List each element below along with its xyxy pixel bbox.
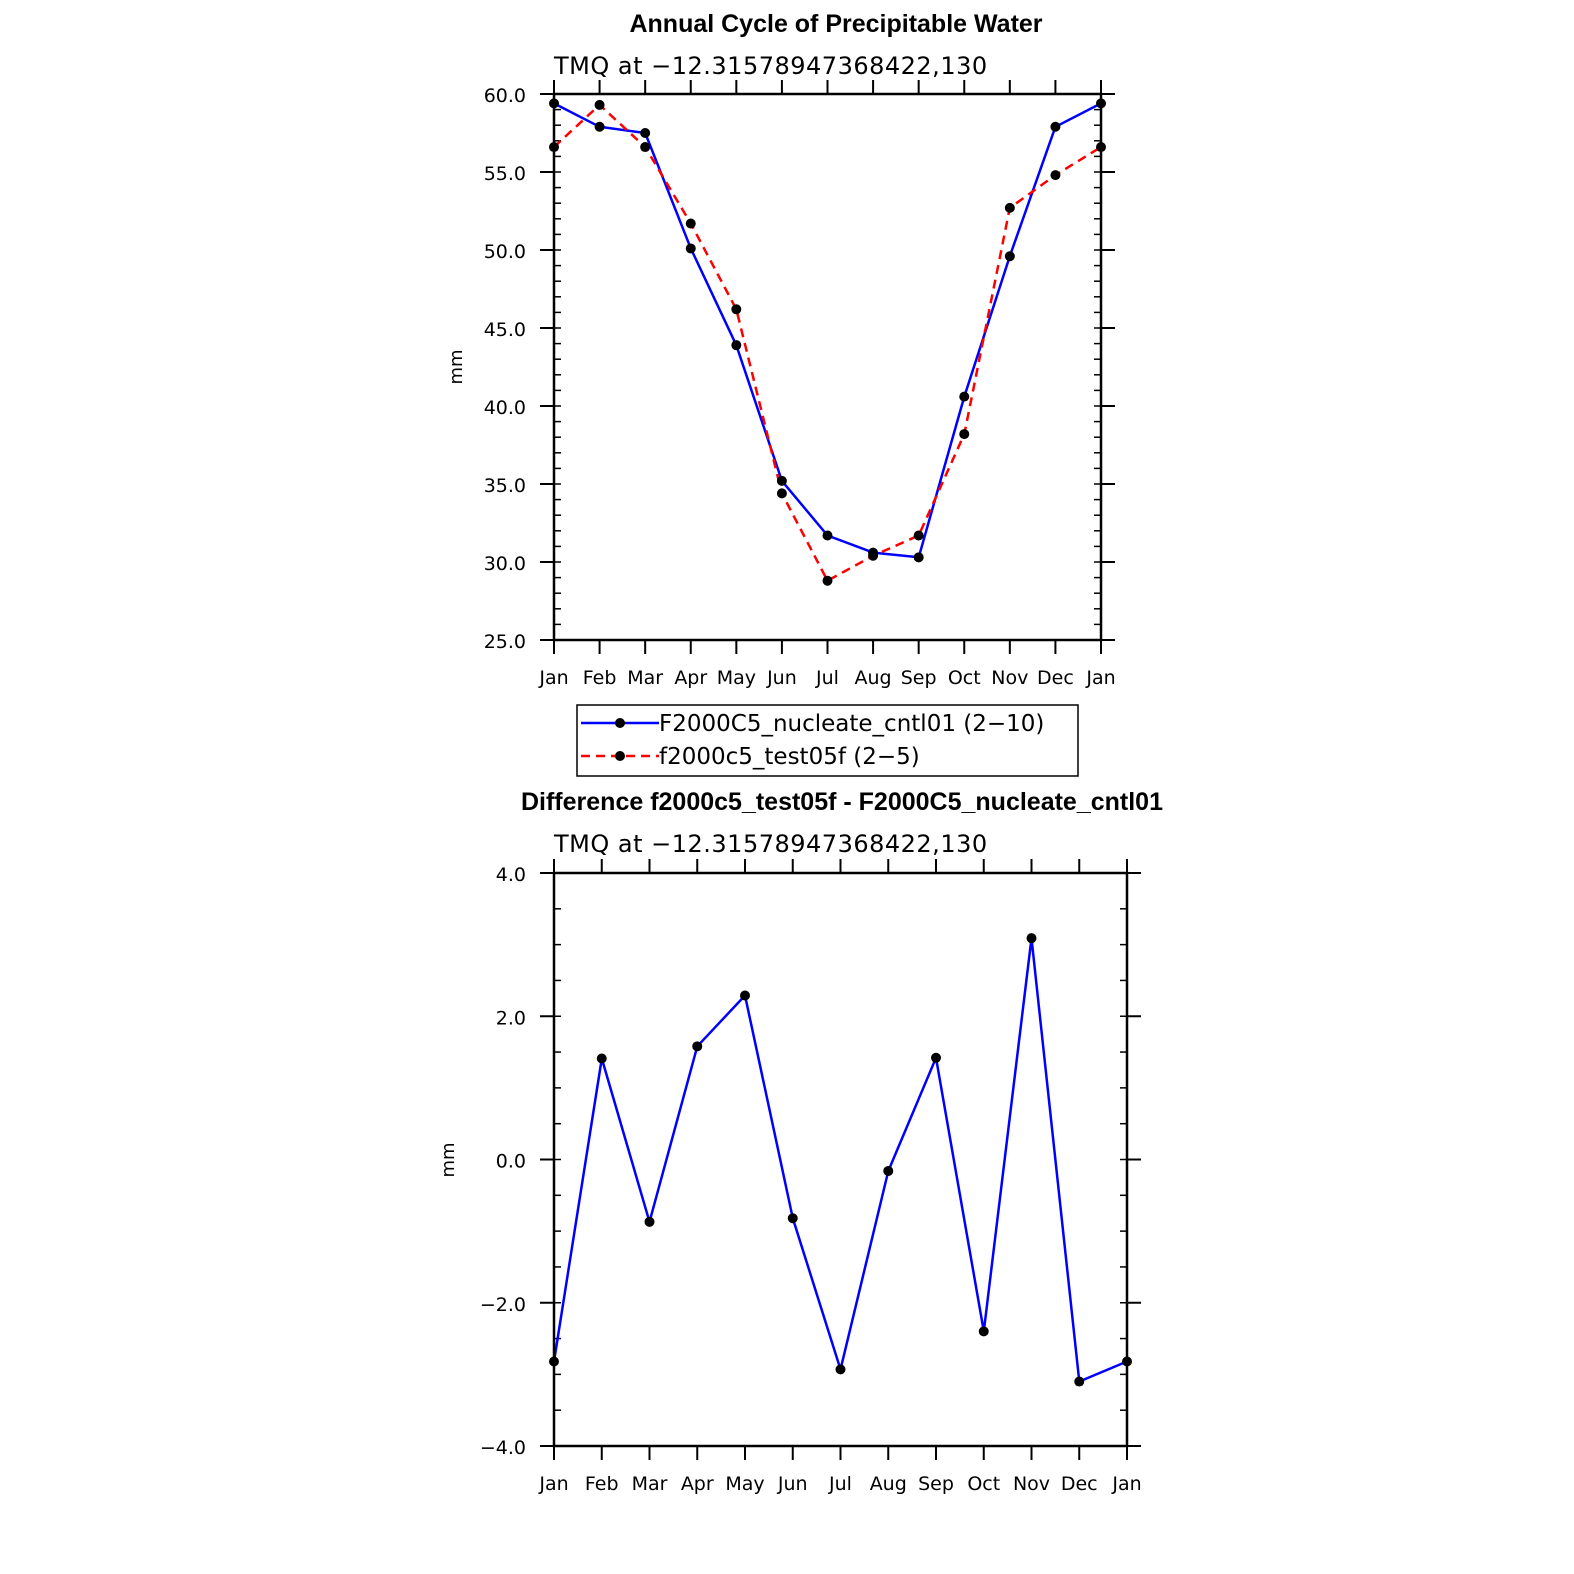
y-tick-label: −4.0 (480, 1437, 526, 1459)
x-tick-label: Aug (870, 1473, 907, 1495)
x-tick-label: Feb (585, 1473, 619, 1495)
x-tick-label: Oct (967, 1473, 1000, 1495)
legend-marker-test05f (615, 751, 625, 761)
x-tick-label: Dec (1037, 667, 1074, 689)
data-point-1-10 (1004, 202, 1015, 213)
data-point-1-6 (822, 575, 833, 586)
y-tick-label: 40.0 (484, 397, 526, 419)
y-tick-label: 55.0 (484, 163, 526, 185)
x-tick-label: Mar (632, 1473, 668, 1495)
x-tick-label: Jul (828, 1473, 852, 1495)
legend-entry-cntl01: F2000C5_nucleate_cntl01 (2−10) (659, 711, 1044, 737)
x-tick-label: Nov (1013, 1473, 1050, 1495)
data-point-0-10 (1004, 251, 1015, 262)
legend-box (576, 704, 1079, 777)
annual-cycle-chart: Annual Cycle of Precipitable Water TMQ a… (446, 10, 1116, 777)
data-point-0-8 (931, 1052, 941, 1063)
data-point-0-2 (644, 1216, 655, 1227)
x-tick-label: Jul (815, 667, 839, 689)
data-point-1-5 (776, 488, 787, 499)
x-tick-label: Jun (777, 1473, 808, 1495)
x-tick-label: Jan (538, 667, 568, 689)
y-tick-label: −2.0 (480, 1294, 526, 1316)
y-axis-label: mm (446, 349, 467, 384)
data-point-0-3 (692, 1041, 703, 1052)
legend: F2000C5_nucleate_cntl01 (2−10) f2000c5_t… (576, 704, 1079, 777)
y-tick-label: 60.0 (484, 85, 526, 107)
data-point-0-9 (959, 391, 970, 402)
x-tick-label: Jan (538, 1473, 568, 1495)
difference-chart: Difference f2000c5_test05f - F2000C5_nuc… (438, 788, 1163, 1495)
chart-subtitle: TMQ at −12.31578947368422,130 (553, 830, 988, 858)
chart-subtitle: TMQ at −12.31578947368422,130 (553, 52, 988, 80)
legend-entry-test05f: f2000c5_test05f (2−5) (659, 744, 920, 770)
x-tick-label: Jun (766, 667, 797, 689)
data-point-1-4 (731, 304, 742, 315)
y-tick-label: 25.0 (484, 631, 526, 653)
data-point-0-10 (1026, 933, 1037, 944)
data-point-1-7 (868, 550, 879, 561)
chart-title: Difference f2000c5_test05f - F2000C5_nuc… (521, 788, 1163, 816)
data-point-0-8 (913, 552, 924, 563)
x-tick-label: Jan (1111, 1473, 1141, 1495)
legend-marker-cntl01 (615, 718, 625, 728)
data-point-0-4 (740, 990, 750, 1001)
data-point-0-11 (1050, 121, 1061, 132)
series-line-1 (553, 103, 1102, 582)
data-point-0-4 (731, 340, 742, 351)
data-point-1-11 (1050, 170, 1061, 181)
plot-frame (552, 871, 1129, 1448)
x-tick-label: Jan (1085, 667, 1115, 689)
series-line-0 (553, 102, 1102, 559)
plot-frame (552, 92, 1103, 642)
y-tick-label: 45.0 (484, 319, 526, 341)
series-line-0 (552, 936, 1128, 1383)
x-tick-label: Sep (901, 667, 937, 689)
data-point-0-6 (835, 1364, 846, 1375)
y-tick-label: 2.0 (496, 1007, 526, 1029)
data-point-1-3 (685, 218, 696, 229)
y-tick-label: 0.0 (496, 1151, 526, 1173)
chart-title: Annual Cycle of Precipitable Water (629, 10, 1042, 38)
data-point-0-3 (685, 243, 696, 254)
y-tick-label: 50.0 (484, 241, 526, 263)
y-tick-label: 30.0 (484, 553, 526, 575)
x-tick-label: Sep (918, 1473, 954, 1495)
y-tick-label: 4.0 (496, 864, 526, 886)
data-point-1-8 (913, 530, 924, 541)
data-point-0-1 (596, 1053, 607, 1064)
data-point-1-2 (640, 142, 651, 153)
data-point-0-1 (594, 121, 605, 132)
data-point-0-11 (1074, 1376, 1085, 1387)
y-axis-label: mm (438, 1142, 459, 1177)
x-tick-label: Oct (948, 667, 981, 689)
data-point-0-2 (640, 128, 651, 138)
data-point-0-5 (787, 1213, 798, 1224)
x-tick-label: May (725, 1473, 764, 1495)
x-tick-label: Dec (1061, 1473, 1098, 1495)
data-point-0-9 (978, 1326, 989, 1337)
x-tick-label: Apr (674, 667, 707, 689)
data-point-0-5 (776, 475, 787, 486)
data-point-1-9 (959, 429, 970, 440)
data-point-0-6 (822, 530, 833, 541)
x-tick-label: May (717, 667, 756, 689)
x-tick-label: Mar (627, 667, 663, 689)
data-point-1-1 (594, 99, 605, 110)
data-point-0-7 (883, 1165, 894, 1176)
y-tick-label: 35.0 (484, 475, 526, 497)
x-tick-label: Feb (583, 667, 617, 689)
x-tick-label: Apr (681, 1473, 714, 1495)
x-tick-label: Aug (855, 667, 892, 689)
x-tick-label: Nov (991, 667, 1028, 689)
